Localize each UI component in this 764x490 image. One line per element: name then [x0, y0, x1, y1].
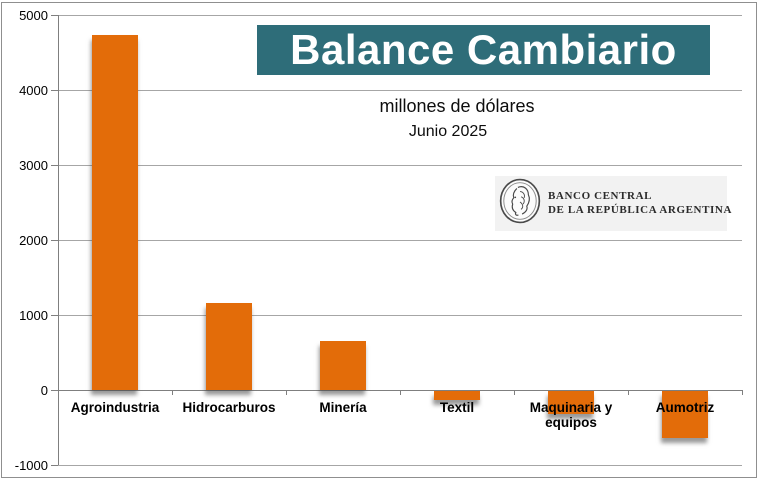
- bcra-logo-line1: BANCO CENTRAL: [548, 190, 653, 202]
- bar-textil: [434, 391, 480, 400]
- bar-maquinaria-y-equipos: [548, 391, 594, 414]
- x-axis-label: Maquinaria y equipos: [529, 400, 613, 430]
- x-axis-tick: [742, 390, 743, 395]
- y-axis-label: -1000: [14, 457, 48, 473]
- x-axis-tick: [286, 390, 287, 395]
- y-axis-label: 3000: [19, 157, 48, 173]
- y-axis-tick-5000: [51, 15, 58, 16]
- bar-hidrocarburos: [206, 303, 252, 390]
- x-axis-label: Agroindustria: [70, 400, 160, 415]
- gridline-5000: [58, 15, 742, 16]
- x-axis-tick: [172, 390, 173, 395]
- bcra-logo-text: BANCO CENTRAL DE LA REPÚBLICA ARGENTINA: [548, 190, 732, 217]
- y-axis-label: 5000: [19, 7, 48, 23]
- chart-subtitle-units: millones de dólares: [379, 96, 535, 116]
- chart-title-banner: Balance Cambiario: [257, 25, 710, 75]
- gridline-4000: [58, 90, 742, 91]
- gridline--1000: [58, 465, 742, 466]
- bcra-logo-line2: DE LA REPÚBLICA ARGENTINA: [548, 203, 733, 216]
- x-axis-label: Hidrocarburos: [182, 400, 276, 415]
- x-axis-tick: [400, 390, 401, 395]
- bar-agroindustria: [92, 35, 138, 390]
- y-axis-label: 4000: [19, 82, 48, 98]
- gridline-3000: [58, 165, 742, 166]
- y-axis-tick-0: [51, 390, 58, 391]
- bcra-coin-icon: [499, 178, 541, 229]
- x-axis-tick: [514, 390, 515, 395]
- y-axis-tick-1000: [51, 315, 58, 316]
- bar-aumotriz: [662, 391, 708, 439]
- x-axis-tick: [628, 390, 629, 395]
- gridline-2000: [58, 240, 742, 241]
- y-axis-tick--1000: [51, 465, 58, 466]
- y-axis-label: 1000: [19, 307, 48, 323]
- bcra-logo: BANCO CENTRAL DE LA REPÚBLICA ARGENTINA: [495, 176, 731, 231]
- x-axis-tick: [58, 390, 59, 395]
- gridline-1000: [58, 315, 742, 316]
- y-axis: [58, 15, 59, 465]
- x-axis-label: Aumotriz: [655, 400, 715, 415]
- bar-miner-a: [320, 341, 366, 390]
- x-axis-label: Minería: [319, 400, 367, 415]
- y-axis-tick-4000: [51, 90, 58, 91]
- y-axis-label: 0: [40, 382, 48, 398]
- y-axis-label: 2000: [19, 232, 48, 248]
- y-axis-tick-2000: [51, 240, 58, 241]
- y-axis-tick-3000: [51, 165, 58, 166]
- x-axis-label: Textil: [439, 400, 475, 415]
- chart-title: Balance Cambiario: [290, 26, 677, 73]
- chart-subtitle-period: Junio 2025: [408, 123, 488, 140]
